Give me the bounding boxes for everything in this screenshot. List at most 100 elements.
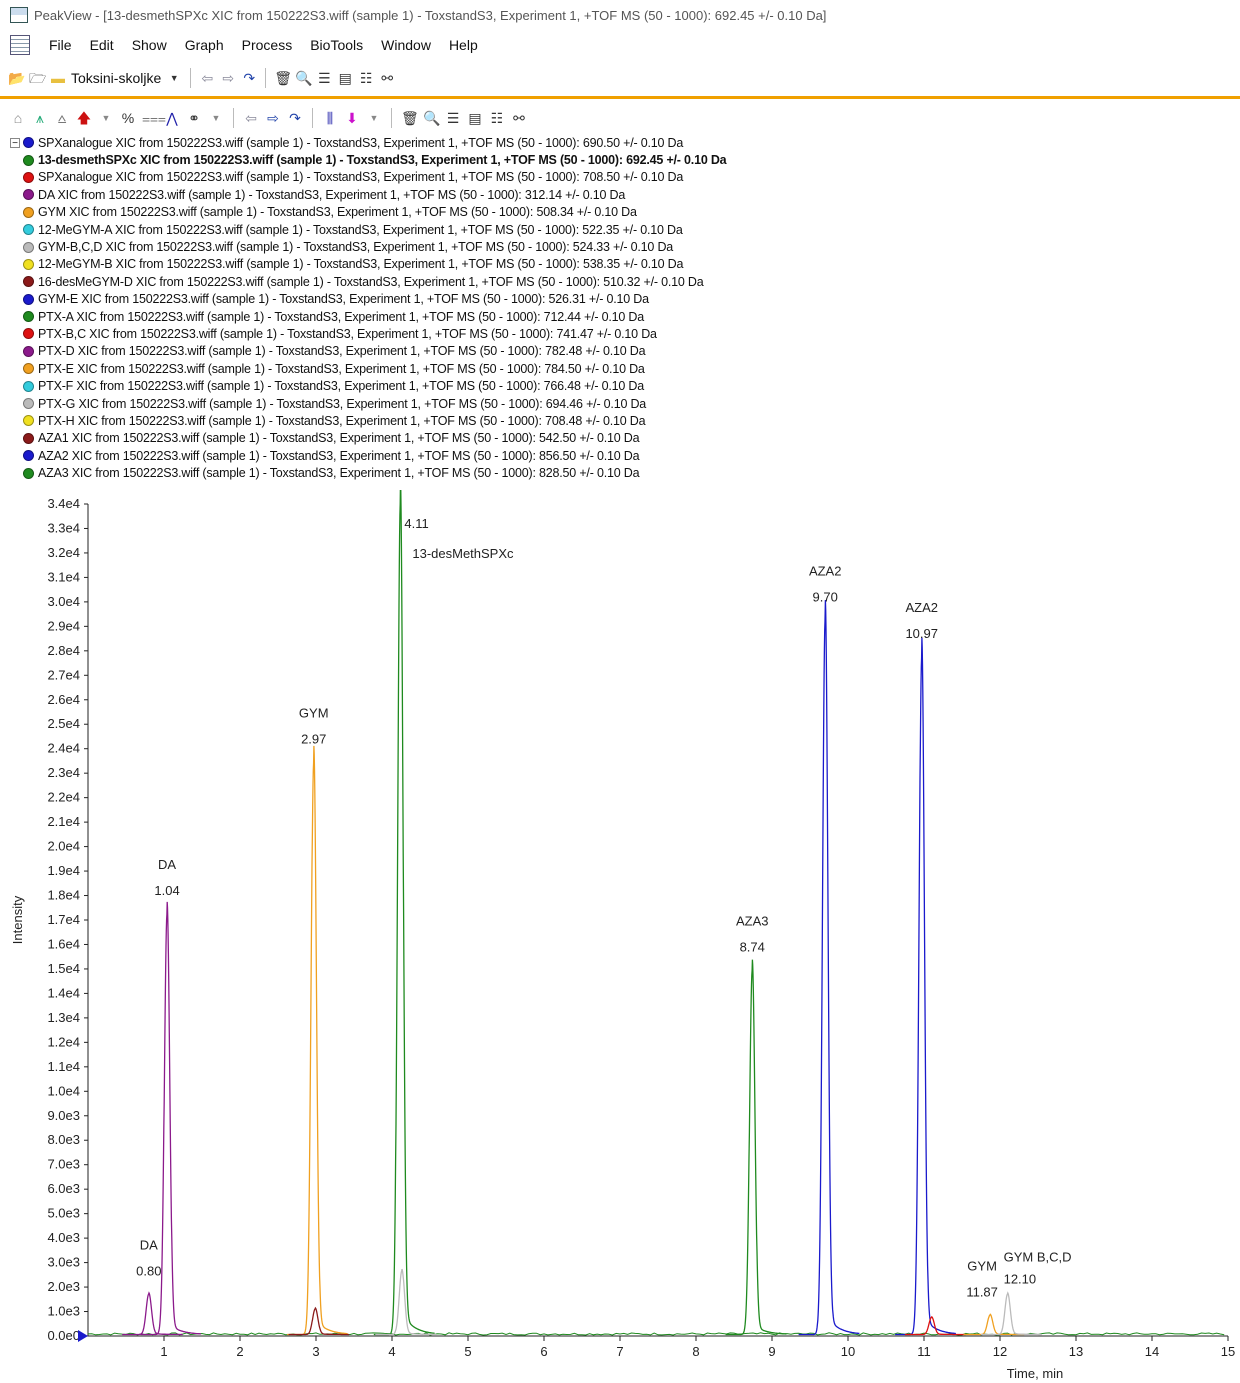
legend-item[interactable]: AZA1 XIC from 150222S3.wiff (sample 1) -…	[10, 430, 1230, 447]
redo-arrow-icon[interactable]: ↷	[243, 70, 256, 86]
y-tick-label: 3.1e4	[47, 569, 80, 584]
toolbar-separator	[190, 68, 192, 88]
zoom-icon[interactable]: 🔍	[295, 70, 313, 86]
spectrum-icon[interactable]: ⋀	[166, 110, 178, 126]
legend-item[interactable]: PTX-H XIC from 150222S3.wiff (sample 1) …	[10, 412, 1230, 429]
legend-item[interactable]: − SPXanalogue XIC from 150222S3.wiff (sam…	[10, 134, 1230, 151]
legend-text: GYM-B,C,D XIC from 150222S3.wiff (sample…	[38, 240, 674, 255]
x-tick-label: 7	[616, 1344, 623, 1359]
legend-item[interactable]: 16-desMeGYM-D XIC from 150222S3.wiff (sa…	[10, 273, 1230, 290]
layout-grid-icon[interactable]: ▤	[468, 110, 482, 126]
menu-biotools[interactable]: BioTools	[310, 37, 364, 53]
x-tick-label: 13	[1069, 1344, 1083, 1359]
xic-chart[interactable]: 0.0e0 1.0e3 2.0e3 3.0e3 4.0e3 5.0e3 6.0e3 7.0e3…	[0, 490, 1240, 1383]
bar-chart-icon[interactable]: ⫼	[326, 110, 334, 126]
peak-name-label: AZA3	[736, 913, 769, 928]
home-icon[interactable]: ⌂	[13, 110, 23, 126]
legend-item[interactable]: 12-MeGYM-B XIC from 150222S3.wiff (sampl…	[10, 256, 1230, 273]
workspace-dropdown[interactable]: Toksini-skoljke	[71, 70, 162, 86]
menu-process[interactable]: Process	[241, 37, 293, 53]
menu-show[interactable]: Show	[131, 37, 167, 53]
workspace-folder-icon[interactable]: ▬	[51, 70, 65, 86]
baseline-marker-icon[interactable]	[78, 1330, 88, 1342]
legend-text: PTX-E XIC from 150222S3.wiff (sample 1) …	[38, 361, 645, 376]
binoculars-icon[interactable]: ⚯	[513, 110, 525, 126]
chevron-down-icon[interactable]: ▼	[369, 113, 379, 123]
peak-label-icon[interactable]: ⩚	[36, 110, 44, 126]
chevron-down-icon[interactable]: ▼	[169, 73, 179, 83]
y-tick-label: 1.0e4	[47, 1083, 80, 1098]
window-title: PeakView - [13-desmethSPXc XIC from 1502…	[34, 7, 827, 23]
legend-item[interactable]: PTX-B,C XIC from 150222S3.wiff (sample 1…	[10, 325, 1230, 342]
peak-trace	[981, 1291, 1042, 1336]
legend-text: SPXanalogue XIC from 150222S3.wiff (samp…	[38, 135, 684, 150]
chevron-down-icon[interactable]: ▼	[211, 113, 221, 123]
open-folder-icon[interactable]: 🗁	[29, 70, 47, 86]
menu-window[interactable]: Window	[381, 37, 431, 53]
legend-item[interactable]: AZA3 XIC from 150222S3.wiff (sample 1) -…	[10, 464, 1230, 481]
document-icon[interactable]	[10, 35, 30, 55]
layout-list-icon[interactable]: ☷	[359, 70, 373, 86]
y-tick-label: 6.0e3	[47, 1181, 80, 1196]
percent-button[interactable]: %	[121, 110, 135, 126]
menu-bar: File Edit Show Graph Process BioTools Wi…	[0, 30, 1240, 60]
normalize-icon[interactable]: ⩶	[142, 110, 166, 126]
peak-name-label: AZA2	[905, 600, 938, 615]
peak-trace	[140, 901, 201, 1336]
legend-text: 12-MeGYM-A XIC from 150222S3.wiff (sampl…	[38, 222, 683, 237]
x-tick-label: 9	[768, 1344, 775, 1359]
forward-arrow-icon[interactable]: ⇨	[222, 70, 235, 86]
back-arrow-icon[interactable]: ⇦	[201, 70, 214, 86]
legend-item[interactable]: PTX-G XIC from 150222S3.wiff (sample 1) …	[10, 395, 1230, 412]
collapse-icon[interactable]: −	[10, 137, 20, 148]
layout-rows-icon[interactable]: ☰	[446, 110, 460, 126]
chevron-down-icon[interactable]: ▼	[101, 113, 111, 123]
legend-item[interactable]: GYM-E XIC from 150222S3.wiff (sample 1) …	[10, 291, 1230, 308]
trace-color-icon	[23, 380, 34, 392]
legend-item[interactable]: 13-desmethSPXc XIC from 150222S3.wiff (s…	[10, 151, 1230, 168]
legend-item[interactable]: 12-MeGYM-A XIC from 150222S3.wiff (sampl…	[10, 221, 1230, 238]
menu-file[interactable]: File	[49, 37, 72, 53]
legend-item[interactable]: PTX-E XIC from 150222S3.wiff (sample 1) …	[10, 360, 1230, 377]
layout-grid-icon[interactable]: ▤	[338, 70, 352, 86]
zoom-icon[interactable]: 🔍	[423, 110, 441, 126]
legend-item[interactable]: AZA2 XIC from 150222S3.wiff (sample 1) -…	[10, 447, 1230, 464]
legend-item[interactable]: PTX-F XIC from 150222S3.wiff (sample 1) …	[10, 377, 1230, 394]
menu-help[interactable]: Help	[448, 37, 478, 53]
y-tick-label: 1.2e4	[47, 1034, 80, 1049]
menu-edit[interactable]: Edit	[89, 37, 114, 53]
marker-icon[interactable]: ⬇	[346, 110, 358, 126]
legend-item[interactable]: SPXanalogue XIC from 150222S3.wiff (samp…	[10, 169, 1230, 186]
forward-arrow-icon[interactable]: ⇨	[267, 110, 279, 126]
x-tick-label: 12	[993, 1344, 1007, 1359]
peak-trace	[905, 1315, 966, 1336]
peak-rt-label: 9.70	[813, 589, 838, 604]
delete-icon[interactable]: 🗑	[274, 70, 293, 86]
legend-item[interactable]: DA XIC from 150222S3.wiff (sample 1) - T…	[10, 186, 1230, 203]
y-tick-label: 2.3e4	[47, 765, 80, 780]
x-tick-label: 15	[1221, 1344, 1235, 1359]
legend-text: PTX-G XIC from 150222S3.wiff (sample 1) …	[38, 396, 647, 411]
legend-item[interactable]: PTX-D XIC from 150222S3.wiff (sample 1) …	[10, 343, 1230, 360]
baseline-icon[interactable]: ⩟	[57, 110, 67, 126]
legend-item[interactable]: GYM XIC from 150222S3.wiff (sample 1) - …	[10, 204, 1230, 221]
open-file-icon[interactable]: 📂	[8, 70, 26, 86]
peak-name-label: GYM	[299, 705, 329, 720]
binoculars-icon[interactable]: ⚯	[381, 70, 394, 86]
peak-name-label: GYM	[967, 1258, 997, 1273]
legend-item[interactable]: GYM-B,C,D XIC from 150222S3.wiff (sample…	[10, 238, 1230, 255]
layout-rows-icon[interactable]: ☰	[317, 70, 331, 86]
trace-color-icon	[23, 189, 34, 201]
link-icon[interactable]: ⚭	[188, 110, 200, 126]
up-arrow-icon[interactable]: 🡅	[76, 110, 92, 126]
redo-arrow-icon[interactable]: ↷	[289, 110, 301, 126]
y-tick-label: 1.9e4	[47, 863, 80, 878]
x-tick-label: 5	[464, 1344, 471, 1359]
delete-icon[interactable]: 🗑	[401, 110, 419, 126]
layout-list-icon[interactable]: ☷	[490, 110, 504, 126]
trace-color-icon	[23, 363, 34, 375]
peak-trace	[963, 1313, 1025, 1336]
menu-graph[interactable]: Graph	[184, 37, 224, 53]
back-arrow-icon[interactable]: ⇦	[245, 110, 257, 126]
legend-item[interactable]: PTX-A XIC from 150222S3.wiff (sample 1) …	[10, 308, 1230, 325]
